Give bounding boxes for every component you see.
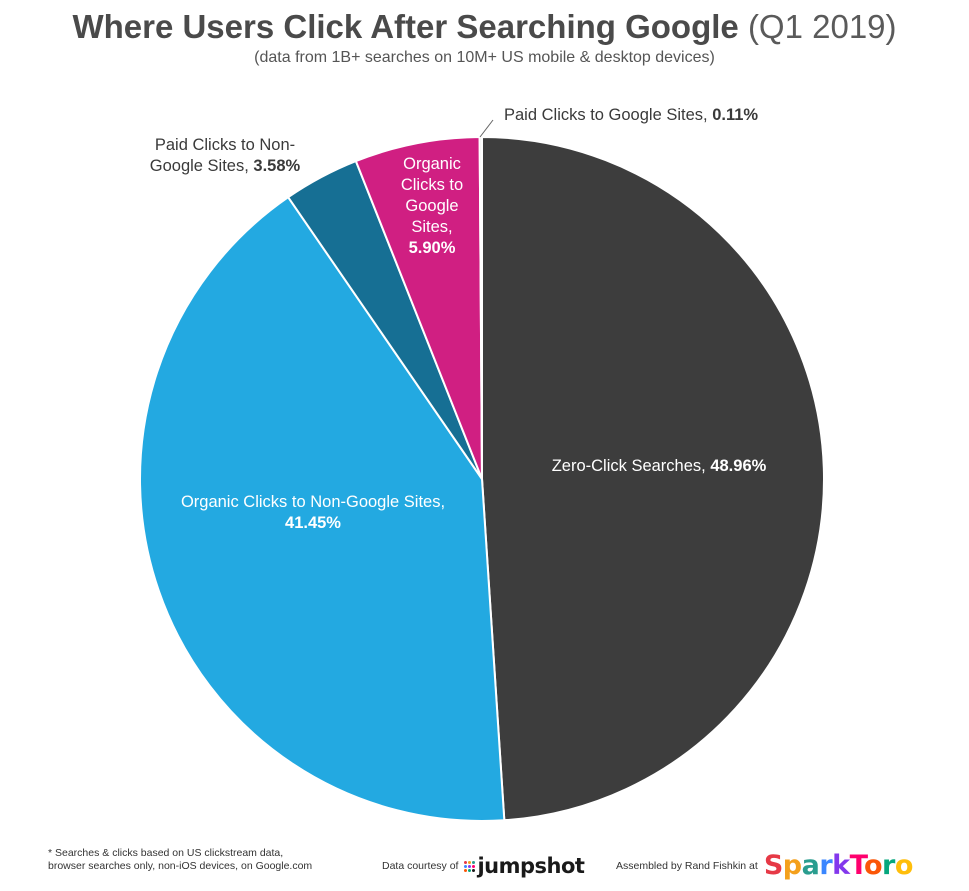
pie-slice-zero-click-searches (481, 136, 825, 822)
jumpshot-dot (468, 860, 472, 864)
pie-slice-organic-clicks-to-google-sites (354, 136, 483, 480)
chart-title-suffix: (Q1 2019) (747, 8, 897, 45)
assembled-text: Assembled by Rand Fishkin at (616, 859, 758, 872)
label-paid-non-google-value: 3.58% (253, 157, 301, 175)
leader-line-paid-google (479, 119, 494, 138)
label-paid-non-google-line2: Google Sites, (149, 157, 249, 175)
jumpshot-dot (464, 864, 468, 868)
sparktoro-letter: k (832, 850, 850, 881)
jumpshot-dot (472, 864, 476, 868)
label-paid-google-value: 0.11% (712, 106, 759, 124)
courtesy-text: Data courtesy of (382, 860, 459, 872)
label-paid-non-google-line1: Paid Clicks to Non- (154, 136, 296, 154)
sparktoro-letter: a (801, 850, 820, 881)
sparktoro-logo: SparkToro (763, 850, 914, 881)
label-organic-google-line1: Organic (403, 155, 461, 173)
pie-slice-paid-clicks-to-google-sites (478, 135, 483, 480)
footnote-line1: * Searches & clicks based on US clickstr… (48, 847, 284, 859)
sparktoro-letter: o (863, 850, 883, 881)
jumpshot-dot (468, 868, 472, 872)
jumpshot-dot (472, 860, 476, 864)
label-zero-click: Zero-Click Searches, 48.96% (514, 456, 804, 477)
label-organic-non-google-name: Organic Clicks to Non-Google Sites, (180, 493, 446, 511)
jumpshot-dot (464, 860, 468, 864)
label-organic-google-line2: Clicks to (400, 176, 464, 194)
label-organic-non-google-value: 41.45% (285, 514, 341, 532)
label-paid-non-google: Paid Clicks to Non- Google Sites, 3.58% (130, 135, 320, 177)
jumpshot-dot (464, 868, 468, 872)
label-zero-click-name: Zero-Click Searches, (551, 457, 706, 475)
sparktoro-letter: S (763, 850, 783, 881)
sparktoro-letter: r (882, 850, 895, 881)
chart-title-main: Where Users Click After Searching Google (72, 8, 739, 45)
jumpshot-wordmark: jumpshot (477, 854, 585, 878)
pie-slice-organic-clicks-to-non-google-sites (139, 196, 506, 822)
jumpshot-logo: jumpshot (464, 854, 585, 878)
pie-slices (139, 135, 825, 822)
sparktoro-letter: r (819, 850, 833, 881)
label-paid-google-name: Paid Clicks to Google Sites, (504, 106, 708, 124)
data-courtesy: Data courtesy of jumpshot (382, 854, 585, 878)
sparktoro-letter: o (894, 850, 914, 881)
label-organic-google-line4: Sites, (411, 218, 453, 236)
sparktoro-letter: p (782, 850, 802, 881)
label-organic-google-value: 5.90% (408, 239, 456, 257)
sparktoro-letter: T (849, 850, 865, 881)
jumpshot-dot (472, 868, 476, 872)
footnote: * Searches & clicks based on US clickstr… (48, 847, 312, 873)
label-paid-google: Paid Clicks to Google Sites, 0.11% (504, 105, 804, 126)
jumpshot-dots-icon (464, 860, 476, 872)
jumpshot-dot (468, 864, 472, 868)
label-organic-google: Organic Clicks to Google Sites, 5.90% (382, 154, 482, 259)
assembled-by: Assembled by Rand Fishkin at SparkToro (616, 850, 913, 881)
label-organic-google-line3: Google (405, 197, 459, 215)
footnote-line2: browser searches only, non-iOS devices, … (48, 860, 313, 872)
label-zero-click-value: 48.96% (710, 457, 767, 475)
label-organic-non-google: Organic Clicks to Non-Google Sites, 41.4… (148, 492, 478, 534)
chart-title: Where Users Click After Searching Google… (0, 8, 969, 46)
chart-subtitle: (data from 1B+ searches on 10M+ US mobil… (254, 49, 715, 66)
